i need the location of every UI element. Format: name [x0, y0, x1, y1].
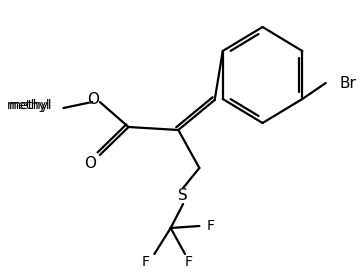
Text: methyl: methyl [7, 100, 50, 112]
Text: F: F [185, 255, 193, 269]
Text: O: O [84, 155, 96, 170]
Text: O: O [87, 92, 99, 108]
Text: F: F [207, 219, 215, 233]
Text: methyl: methyl [8, 100, 52, 112]
Text: S: S [178, 188, 188, 204]
Text: Br: Br [339, 76, 356, 90]
Text: F: F [142, 255, 150, 269]
